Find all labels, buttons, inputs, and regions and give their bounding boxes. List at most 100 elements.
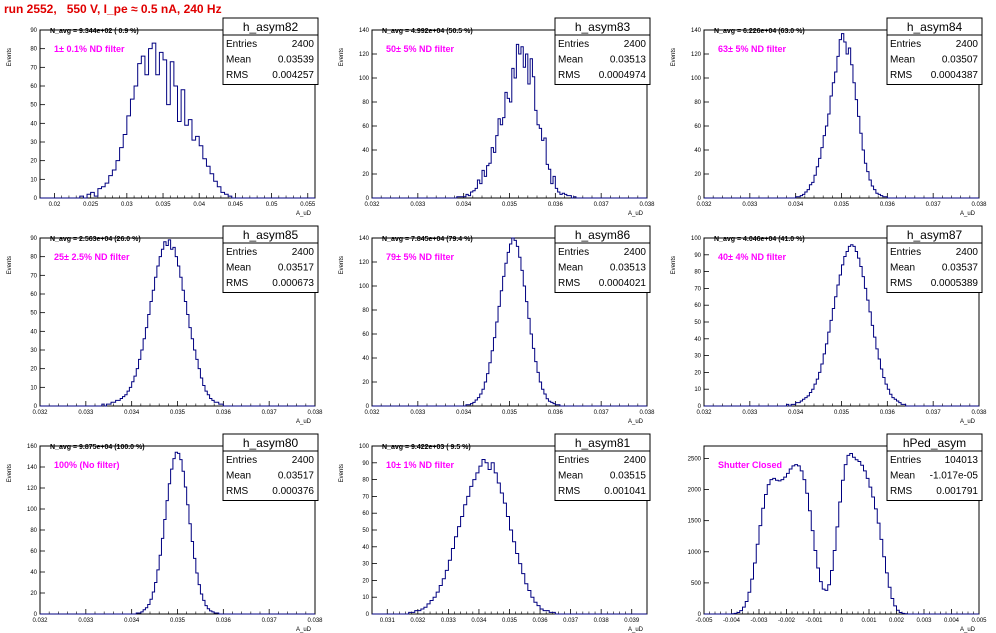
x-tick-label: 0.032 — [32, 618, 48, 624]
histogram-name: h_asym80 — [243, 436, 299, 450]
y-tick-label: 20 — [30, 591, 37, 597]
x-tick-label: 0 — [840, 618, 844, 624]
stats-key: Mean — [890, 263, 915, 274]
x-tick-label: 0.003 — [916, 618, 932, 624]
stats-key: Entries — [558, 455, 589, 466]
histogram-svg: 0.032 0.033 0.034 0.035 0.036 0.037 0.038 0 20 40… — [7, 433, 323, 633]
x-tick-label: 0.038 — [639, 410, 655, 416]
x-tick-label: 0.034 — [471, 618, 487, 624]
y-tick-label: 30 — [30, 140, 37, 146]
stats-value: 0.03517 — [278, 263, 315, 274]
histogram-name: h_asym85 — [243, 228, 299, 242]
stats-value: 0.0004021 — [599, 278, 647, 289]
stats-value: 2400 — [624, 247, 647, 258]
stats-value: 2400 — [624, 455, 647, 466]
y-axis-label: Events — [7, 256, 13, 274]
y-tick-label: 1000 — [688, 550, 702, 556]
y-tick-label: 20 — [362, 578, 369, 584]
x-tick-label: 0.032 — [696, 410, 712, 416]
stats-box: h_asym82 Entries 2400 Mean 0.03539 RMS 0.00425… — [222, 17, 319, 85]
n-avg-header: N_avg = 6.226e+04 (63.0 %) — [714, 28, 805, 35]
stats-value: 104013 — [945, 455, 979, 466]
y-tick-label: 2000 — [688, 488, 702, 494]
histogram-series — [372, 458, 647, 615]
x-tick-label: -0.003 — [750, 618, 768, 624]
y-tick-label: 70 — [694, 286, 701, 292]
histogram-name: h_asym81 — [575, 436, 631, 450]
stats-box: h_asym86 Entries 2400 Mean 0.03513 RMS 0.00040… — [554, 225, 651, 293]
histogram-svg: 0.032 0.033 0.034 0.035 0.036 0.037 0.038 0 20 40… — [339, 225, 655, 425]
stats-key: RMS — [558, 486, 581, 497]
y-tick-label: 60 — [30, 292, 37, 298]
x-tick-label: 0.034 — [124, 410, 140, 416]
stats-key: Mean — [890, 471, 915, 482]
x-tick-label: 0.035 — [170, 410, 186, 416]
x-axis-label: A_uD — [628, 627, 644, 633]
stats-value: 0.03515 — [610, 471, 647, 482]
stats-key: RMS — [226, 486, 249, 497]
x-tick-label: 0.035 — [156, 202, 172, 208]
stats-value: 0.000673 — [272, 278, 314, 289]
y-tick-label: 60 — [362, 124, 369, 130]
y-tick-label: 20 — [694, 172, 701, 178]
y-tick-label: 100 — [27, 507, 38, 513]
x-axis-label: A_uD — [628, 419, 644, 425]
y-tick-label: 50 — [362, 528, 369, 534]
x-tick-label: 0.037 — [926, 202, 942, 208]
stats-value: 0.03507 — [942, 55, 979, 66]
histogram-name: hPed_asym — [903, 436, 966, 450]
x-tick-label: 0.032 — [410, 618, 426, 624]
x-tick-label: 0.004 — [944, 618, 960, 624]
x-axis-label: A_uD — [960, 211, 976, 217]
stats-key: Entries — [558, 247, 589, 258]
stats-value: 0.03517 — [278, 471, 315, 482]
x-tick-label: 0.039 — [624, 618, 640, 624]
stats-value: 2400 — [956, 39, 979, 50]
x-tick-label: 0.038 — [971, 202, 987, 208]
x-tick-label: 0.038 — [639, 202, 655, 208]
y-tick-label: 0 — [698, 196, 702, 202]
x-tick-label: 0.036 — [548, 410, 564, 416]
stats-key: RMS — [558, 278, 581, 289]
y-axis-label: Events — [7, 48, 13, 66]
histogram-name: h_asym86 — [575, 228, 631, 242]
x-tick-label: 0.055 — [300, 202, 316, 208]
filter-note: 10± 1% ND filter — [386, 460, 454, 470]
filter-note: 63± 5% ND filter — [718, 44, 786, 54]
x-axis-label: A_uD — [628, 211, 644, 217]
y-tick-label: 10 — [30, 177, 37, 183]
y-tick-label: 0 — [698, 404, 702, 410]
stats-body-box — [886, 242, 983, 293]
y-tick-label: 160 — [27, 444, 38, 450]
histogram-series — [704, 33, 979, 199]
stats-value: 2400 — [292, 455, 315, 466]
y-tick-label: 140 — [691, 28, 702, 34]
stats-key: RMS — [226, 278, 249, 289]
y-tick-label: 90 — [30, 236, 37, 242]
histogram-panel-h_asym83: 0.032 0.033 0.034 0.035 0.036 0.037 0.038 0 20 40… — [332, 12, 662, 217]
x-tick-label: 0.033 — [742, 202, 758, 208]
x-tick-label: 0.033 — [410, 410, 426, 416]
y-tick-label: 40 — [694, 337, 701, 343]
y-tick-label: 40 — [362, 356, 369, 362]
x-tick-label: 0.038 — [594, 618, 610, 624]
y-tick-label: 120 — [27, 486, 38, 492]
x-tick-label: 0.033 — [441, 618, 457, 624]
y-tick-label: 20 — [362, 380, 369, 386]
stats-key: RMS — [890, 70, 913, 81]
y-tick-label: 140 — [359, 236, 370, 242]
y-tick-label: 40 — [30, 121, 37, 127]
x-tick-label: 0.034 — [788, 410, 804, 416]
x-tick-label: -0.005 — [695, 618, 713, 624]
stats-key: RMS — [890, 486, 913, 497]
stats-value: 0.004257 — [272, 70, 314, 81]
histogram-svg: 0.02 0.025 0.03 0.035 0.04 0.045 0.05 0.055 0 10 2… — [7, 17, 319, 217]
stats-box: h_asym87 Entries 2400 Mean 0.03537 RMS 0.00053… — [886, 225, 983, 293]
filter-note: 25± 2.5% ND filter — [54, 252, 130, 262]
x-tick-label: 0.037 — [563, 618, 579, 624]
x-tick-label: 0.04 — [193, 202, 205, 208]
y-tick-label: 100 — [359, 284, 370, 290]
y-axis-label: Events — [339, 464, 345, 482]
stats-value: 2400 — [956, 247, 979, 258]
x-tick-label: 0.034 — [456, 410, 472, 416]
